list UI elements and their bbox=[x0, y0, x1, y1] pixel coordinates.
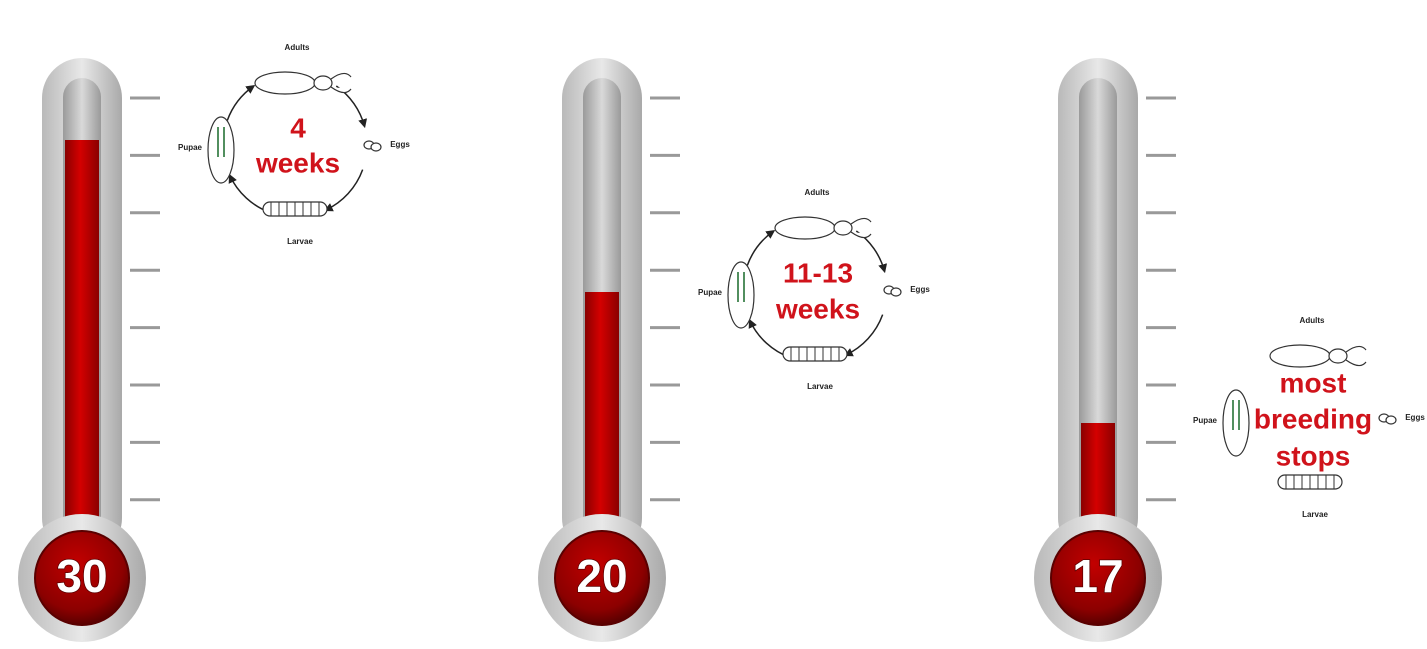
adult-jaws bbox=[330, 72, 352, 94]
stage-label: Pupae bbox=[178, 143, 203, 152]
pupa-icon bbox=[727, 261, 755, 329]
adult-head bbox=[1328, 348, 1348, 364]
duration-text: weeks bbox=[775, 293, 860, 324]
duration-text: weeks bbox=[255, 147, 340, 178]
pupa-icon bbox=[207, 116, 235, 184]
temperature-label: 30 bbox=[56, 550, 107, 602]
temperature-label: 20 bbox=[576, 550, 627, 602]
stage-label: Adults bbox=[285, 43, 310, 52]
stage-label: Larvae bbox=[1302, 510, 1328, 519]
adult-jaws bbox=[1345, 345, 1367, 367]
duration-text: 11-13 bbox=[783, 257, 853, 288]
cycle-arrow bbox=[843, 314, 884, 357]
temperature-label: 17 bbox=[1072, 550, 1123, 602]
duration-text: 4 bbox=[290, 112, 306, 143]
egg-icon bbox=[370, 142, 382, 152]
stage-label: Eggs bbox=[910, 285, 930, 294]
adult-icon bbox=[774, 216, 836, 240]
bulb bbox=[34, 530, 130, 626]
bulb bbox=[554, 530, 650, 626]
stage-label: Pupae bbox=[698, 288, 723, 297]
stage-label: Larvae bbox=[287, 237, 313, 246]
stage-label: Adults bbox=[805, 188, 830, 197]
bulb bbox=[1050, 530, 1146, 626]
pupa-mark bbox=[737, 272, 745, 302]
adult-head bbox=[833, 220, 853, 236]
adult-icon bbox=[254, 71, 316, 95]
pupa-icon bbox=[1222, 389, 1250, 457]
stage-label: Adults bbox=[1300, 316, 1325, 325]
mercury bbox=[65, 140, 99, 560]
adult-jaws bbox=[850, 217, 872, 239]
thermometer-panel: 17 Adults Eggs Larvae Pupae most breeding stops bbox=[1034, 58, 1425, 642]
thermometer-panel: 20 Adults Eggs Larvae Pupae 11-13 weeks bbox=[538, 58, 930, 642]
adult-icon bbox=[1269, 344, 1331, 368]
cycle-arrow bbox=[746, 229, 776, 266]
duration-text: stops bbox=[1276, 440, 1351, 471]
adult-head bbox=[313, 75, 333, 91]
duration-text: breeding bbox=[1254, 403, 1372, 434]
cycle-arrow bbox=[323, 169, 364, 212]
duration-text: most bbox=[1280, 367, 1347, 398]
stage-label: Pupae bbox=[1193, 416, 1218, 425]
pupa-mark bbox=[1232, 400, 1240, 430]
cycle-arrow bbox=[226, 84, 256, 121]
stage-label: Larvae bbox=[807, 382, 833, 391]
thermometer-panel: 30 Adults Eggs Larvae Pupae 4 weeks bbox=[18, 43, 410, 642]
stage-label: Eggs bbox=[390, 140, 410, 149]
pupa-mark bbox=[217, 127, 225, 157]
egg-icon bbox=[890, 287, 902, 297]
stage-label: Eggs bbox=[1405, 413, 1425, 422]
egg-icon bbox=[1385, 415, 1397, 425]
